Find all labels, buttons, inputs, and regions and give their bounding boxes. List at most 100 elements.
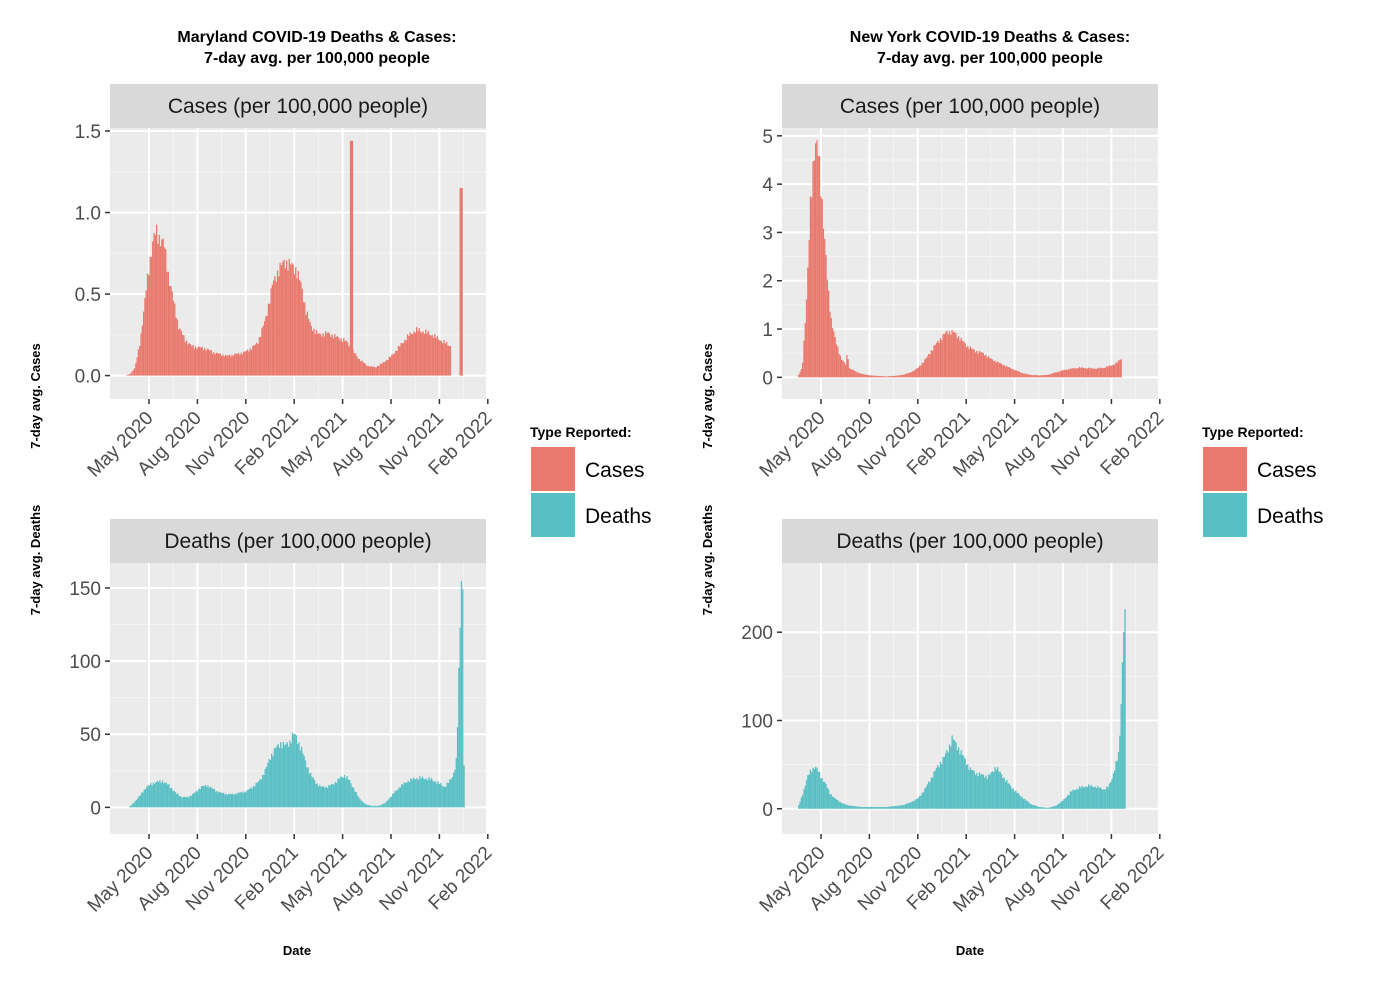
bar xyxy=(343,338,345,376)
bar xyxy=(230,356,232,376)
bar xyxy=(1008,367,1010,378)
bar xyxy=(342,777,344,808)
bar xyxy=(442,786,444,808)
bar xyxy=(165,249,167,376)
bar xyxy=(269,760,272,808)
bar xyxy=(180,330,182,376)
bar xyxy=(252,785,255,808)
bar xyxy=(430,777,433,808)
legend-title: Type Reported: xyxy=(1202,424,1304,440)
bar xyxy=(184,342,186,376)
bar xyxy=(1067,369,1069,378)
bar xyxy=(981,352,983,378)
bar xyxy=(311,776,313,808)
bar xyxy=(876,375,878,378)
bar xyxy=(169,286,171,376)
bar xyxy=(978,772,981,809)
bar xyxy=(907,373,909,378)
bar xyxy=(143,311,145,376)
bar xyxy=(1011,369,1013,378)
bar xyxy=(208,349,210,376)
bar xyxy=(1051,373,1053,378)
bar xyxy=(138,796,140,808)
bar xyxy=(850,805,852,809)
bar xyxy=(1015,790,1017,809)
bar xyxy=(144,788,147,808)
bar xyxy=(369,366,371,376)
bar xyxy=(916,368,918,378)
chart-title-line-2: 7-day avg. per 100,000 people xyxy=(877,50,1103,67)
bar xyxy=(1064,798,1066,809)
bar xyxy=(945,332,947,378)
bar xyxy=(822,228,825,378)
bar xyxy=(1060,801,1062,809)
bar xyxy=(964,343,966,378)
panel-strip xyxy=(110,84,486,128)
bar xyxy=(877,375,879,378)
bar xyxy=(312,777,314,808)
bar xyxy=(1095,369,1098,378)
bar xyxy=(878,375,880,378)
bar xyxy=(865,374,867,378)
bar xyxy=(384,803,386,808)
bar xyxy=(365,804,368,808)
bar xyxy=(290,743,292,808)
bar xyxy=(915,369,917,378)
bar xyxy=(822,781,825,809)
bar xyxy=(431,335,433,376)
bar xyxy=(410,334,413,376)
bar xyxy=(286,742,288,808)
bar xyxy=(972,348,974,378)
bar xyxy=(178,796,181,808)
bar xyxy=(228,793,230,808)
bar xyxy=(1106,786,1108,809)
bar xyxy=(1016,792,1018,809)
bar xyxy=(895,375,897,378)
bar xyxy=(842,360,844,378)
bar xyxy=(443,340,445,376)
bar xyxy=(800,369,802,378)
bar xyxy=(150,783,152,808)
bar xyxy=(297,270,299,376)
bar xyxy=(900,374,903,378)
bar xyxy=(243,791,246,808)
bar xyxy=(986,357,988,378)
bar xyxy=(459,627,461,808)
bar xyxy=(870,806,873,809)
bar xyxy=(971,769,973,809)
bar xyxy=(317,786,320,808)
bar xyxy=(926,356,929,378)
bar xyxy=(805,299,808,378)
bar xyxy=(267,303,270,376)
bar xyxy=(323,336,325,376)
x-axis-label: Date xyxy=(956,943,984,958)
bar xyxy=(361,360,363,376)
bar xyxy=(1088,367,1090,378)
bar xyxy=(1024,798,1026,809)
bar xyxy=(182,796,184,808)
bar xyxy=(990,772,992,809)
bar xyxy=(917,798,919,809)
bar xyxy=(304,760,307,808)
bar xyxy=(207,785,209,808)
bar xyxy=(176,793,178,808)
bar xyxy=(393,793,395,808)
bar xyxy=(802,362,804,378)
bar xyxy=(159,780,161,808)
bar xyxy=(330,784,333,808)
bar xyxy=(1069,791,1072,809)
bar xyxy=(362,362,364,376)
bar xyxy=(855,806,857,809)
bar xyxy=(824,238,826,378)
bar xyxy=(447,345,449,376)
bar xyxy=(972,769,974,809)
bar xyxy=(821,198,823,378)
bar xyxy=(281,748,283,808)
bar xyxy=(283,259,285,376)
bar xyxy=(934,770,936,809)
bar xyxy=(973,349,975,378)
bar xyxy=(809,196,812,378)
bar xyxy=(861,806,864,809)
bar xyxy=(367,365,370,376)
bar xyxy=(876,806,878,809)
